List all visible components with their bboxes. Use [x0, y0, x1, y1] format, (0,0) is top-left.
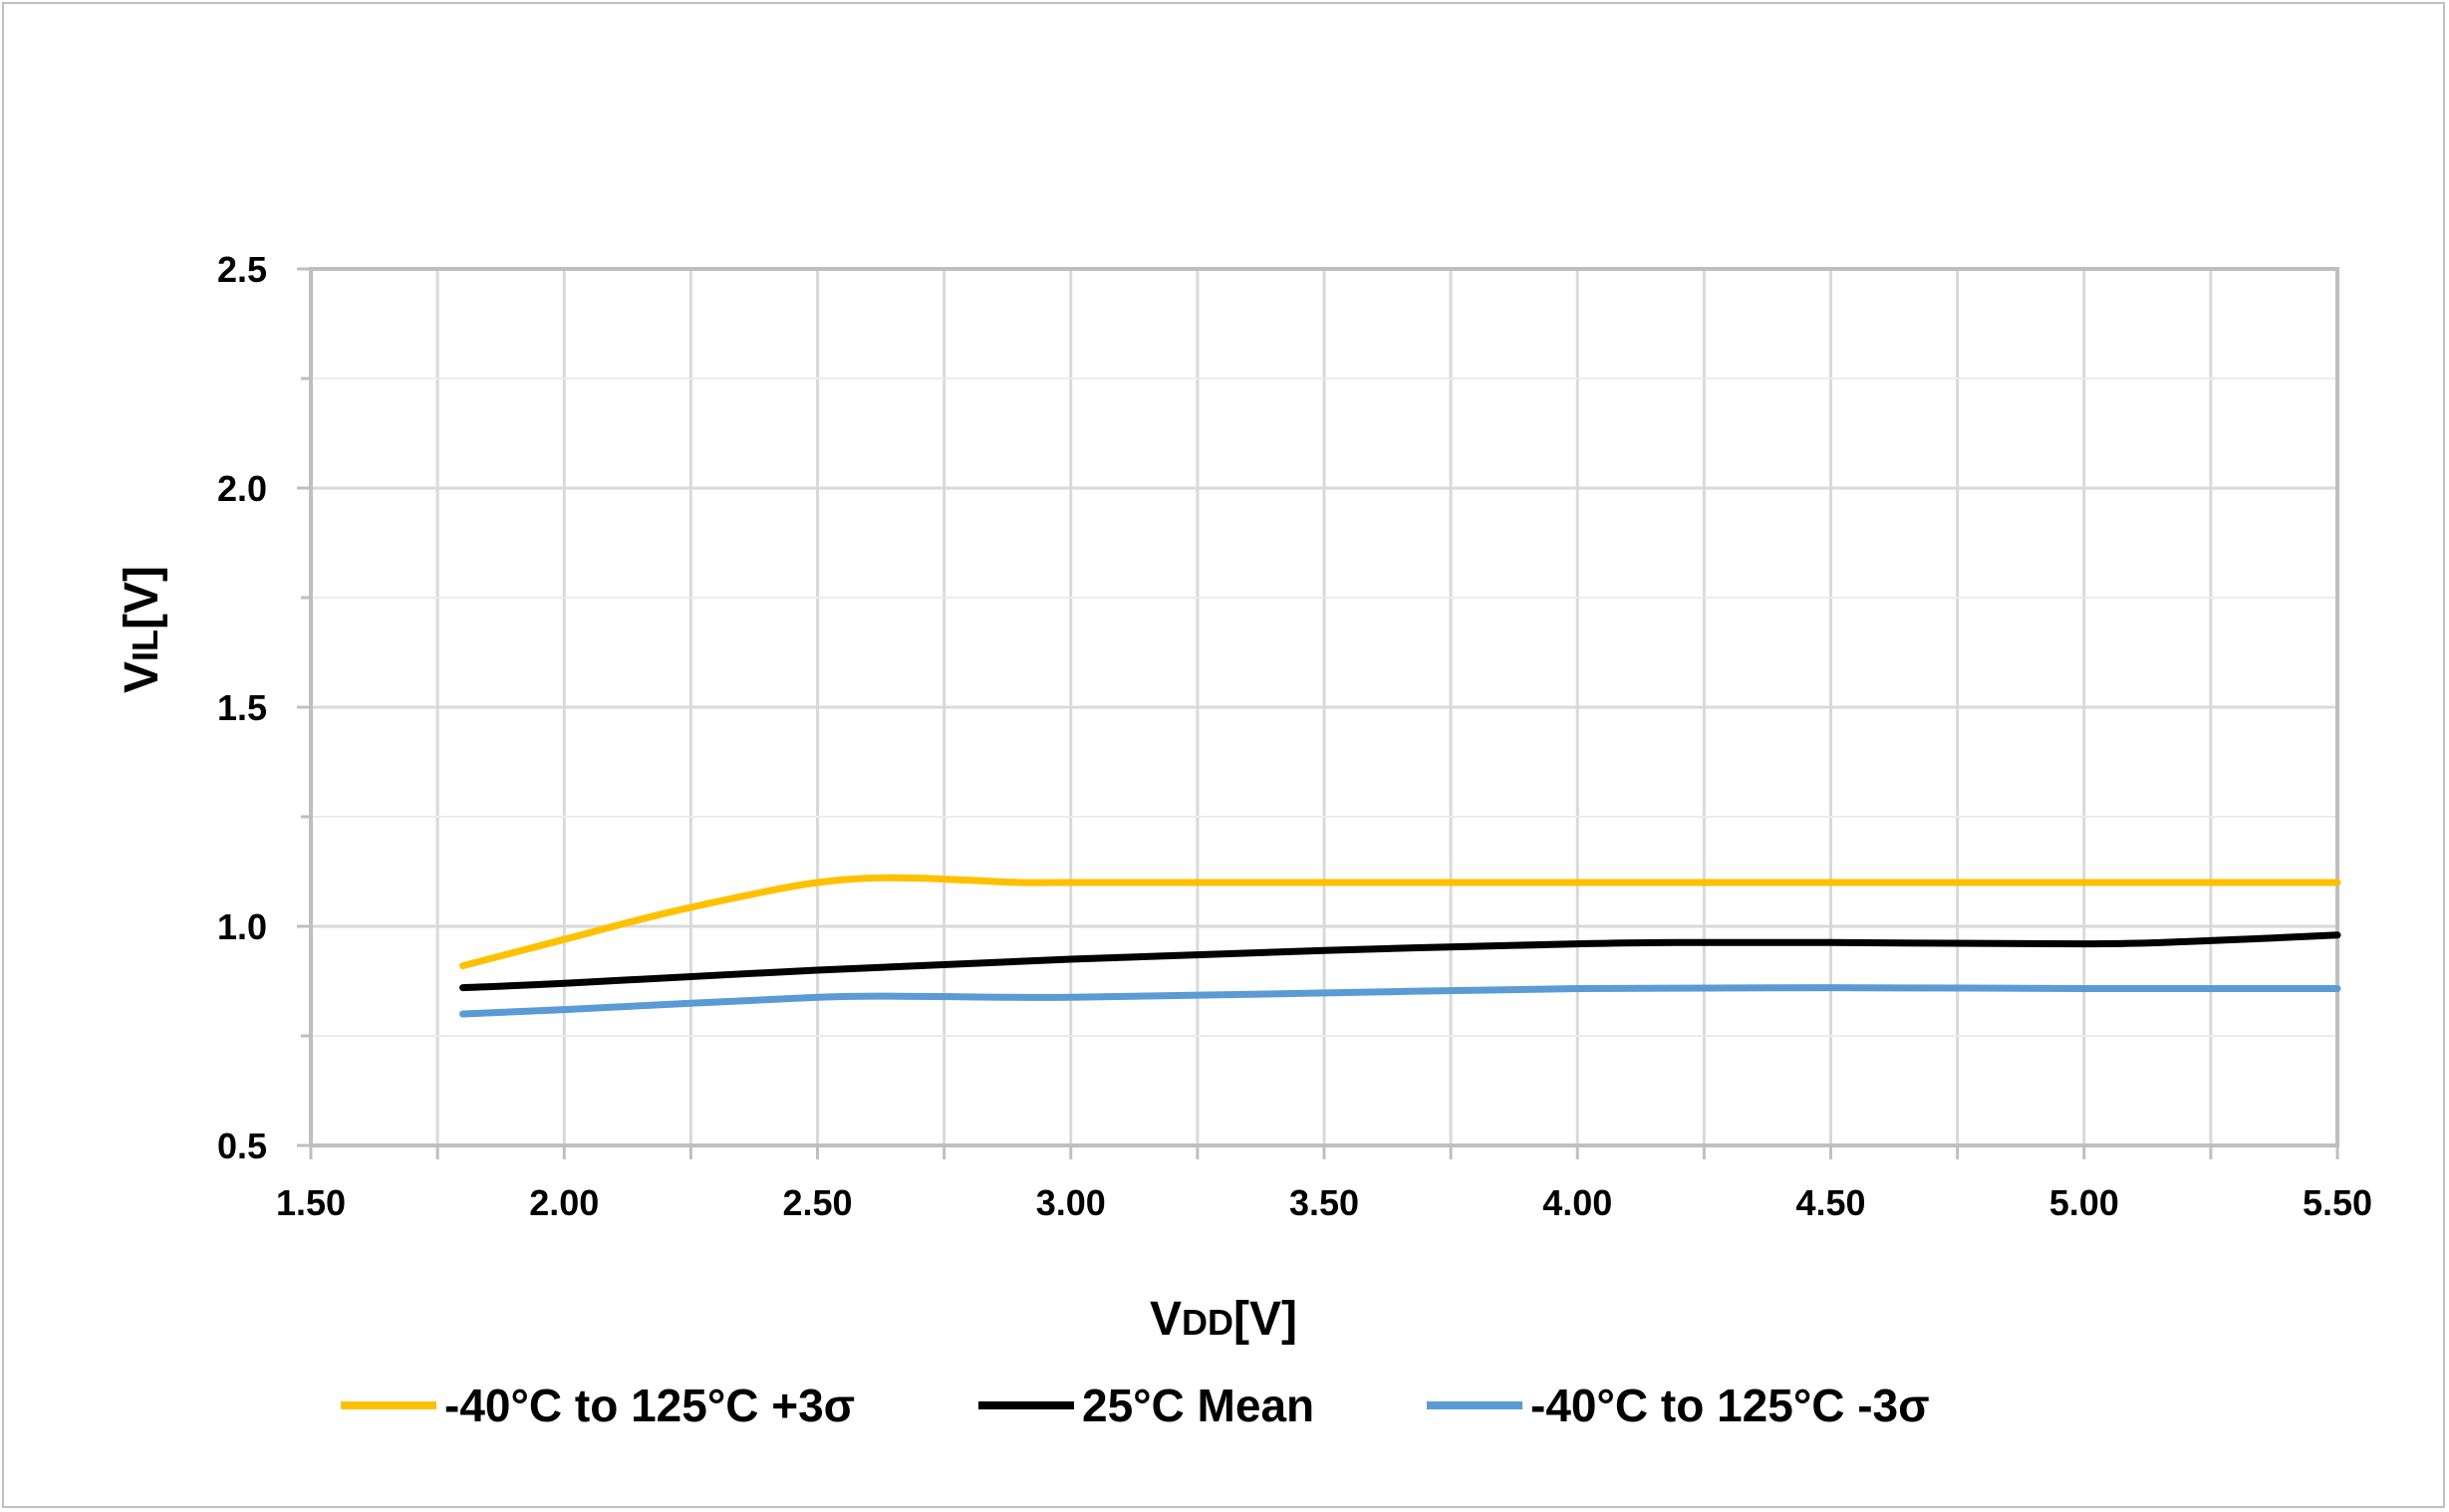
axis-ticks [297, 267, 2339, 1159]
y-axis-title: VIL[V] [116, 566, 168, 693]
y-tick-label: 1.5 [217, 687, 267, 728]
y-axis-title-main: V [116, 661, 168, 693]
x-tick-label: 3.00 [1036, 1182, 1106, 1223]
legend-label-plus-3-sigma: -40°C to 125°C +3σ [444, 1380, 855, 1431]
legend-label-minus-3-sigma: -40°C to 125°C -3σ [1530, 1380, 1930, 1431]
x-tick-label: 1.50 [276, 1182, 346, 1223]
x-axis-title-subscript: DD [1182, 1302, 1233, 1343]
legend: -40°C to 125°C +3σ 25°C Mean -40°C to 12… [341, 1380, 1930, 1431]
x-axis-title-main: V [1150, 1293, 1182, 1346]
series-lines [459, 874, 2341, 1018]
x-tick-label: 5.50 [2303, 1182, 2372, 1223]
x-tick-label: 2.50 [782, 1182, 852, 1223]
y-tick-label: 2.0 [217, 468, 267, 509]
y-tick-label: 2.5 [217, 249, 267, 290]
series-line-plus-3-sigma [459, 874, 2341, 970]
x-tick-label: 2.00 [529, 1182, 599, 1223]
legend-item-minus-3-sigma: -40°C to 125°C -3σ [1427, 1380, 1930, 1431]
y-axis-tick-labels: 0.5 1.0 1.5 2.0 2.5 [217, 249, 267, 1166]
minor-horizontal-gridlines [311, 378, 2337, 1037]
legend-item-plus-3-sigma: -40°C to 125°C +3σ [341, 1380, 855, 1431]
x-axis-title: VDD[V] [1150, 1293, 1297, 1346]
legend-item-mean: 25°C Mean [978, 1380, 1314, 1431]
series-line-mean [459, 931, 2341, 992]
x-tick-label: 4.50 [1795, 1182, 1865, 1223]
x-axis-title-unit: [V] [1233, 1293, 1297, 1346]
y-axis-title-unit: [V] [116, 566, 168, 630]
x-tick-label: 3.50 [1289, 1182, 1359, 1223]
y-tick-label: 1.0 [217, 906, 267, 947]
legend-label-mean: 25°C Mean [1082, 1380, 1314, 1431]
y-tick-label: 0.5 [217, 1126, 267, 1166]
x-tick-label: 4.00 [1542, 1182, 1612, 1223]
y-axis-title-subscript: IL [125, 630, 165, 661]
x-tick-label: 5.00 [2049, 1182, 2119, 1223]
x-axis-tick-labels: 1.50 2.00 2.50 3.00 3.50 4.00 4.50 5.00 5.50 [276, 1182, 2372, 1223]
series-line-minus-3-sigma [459, 984, 2341, 1018]
